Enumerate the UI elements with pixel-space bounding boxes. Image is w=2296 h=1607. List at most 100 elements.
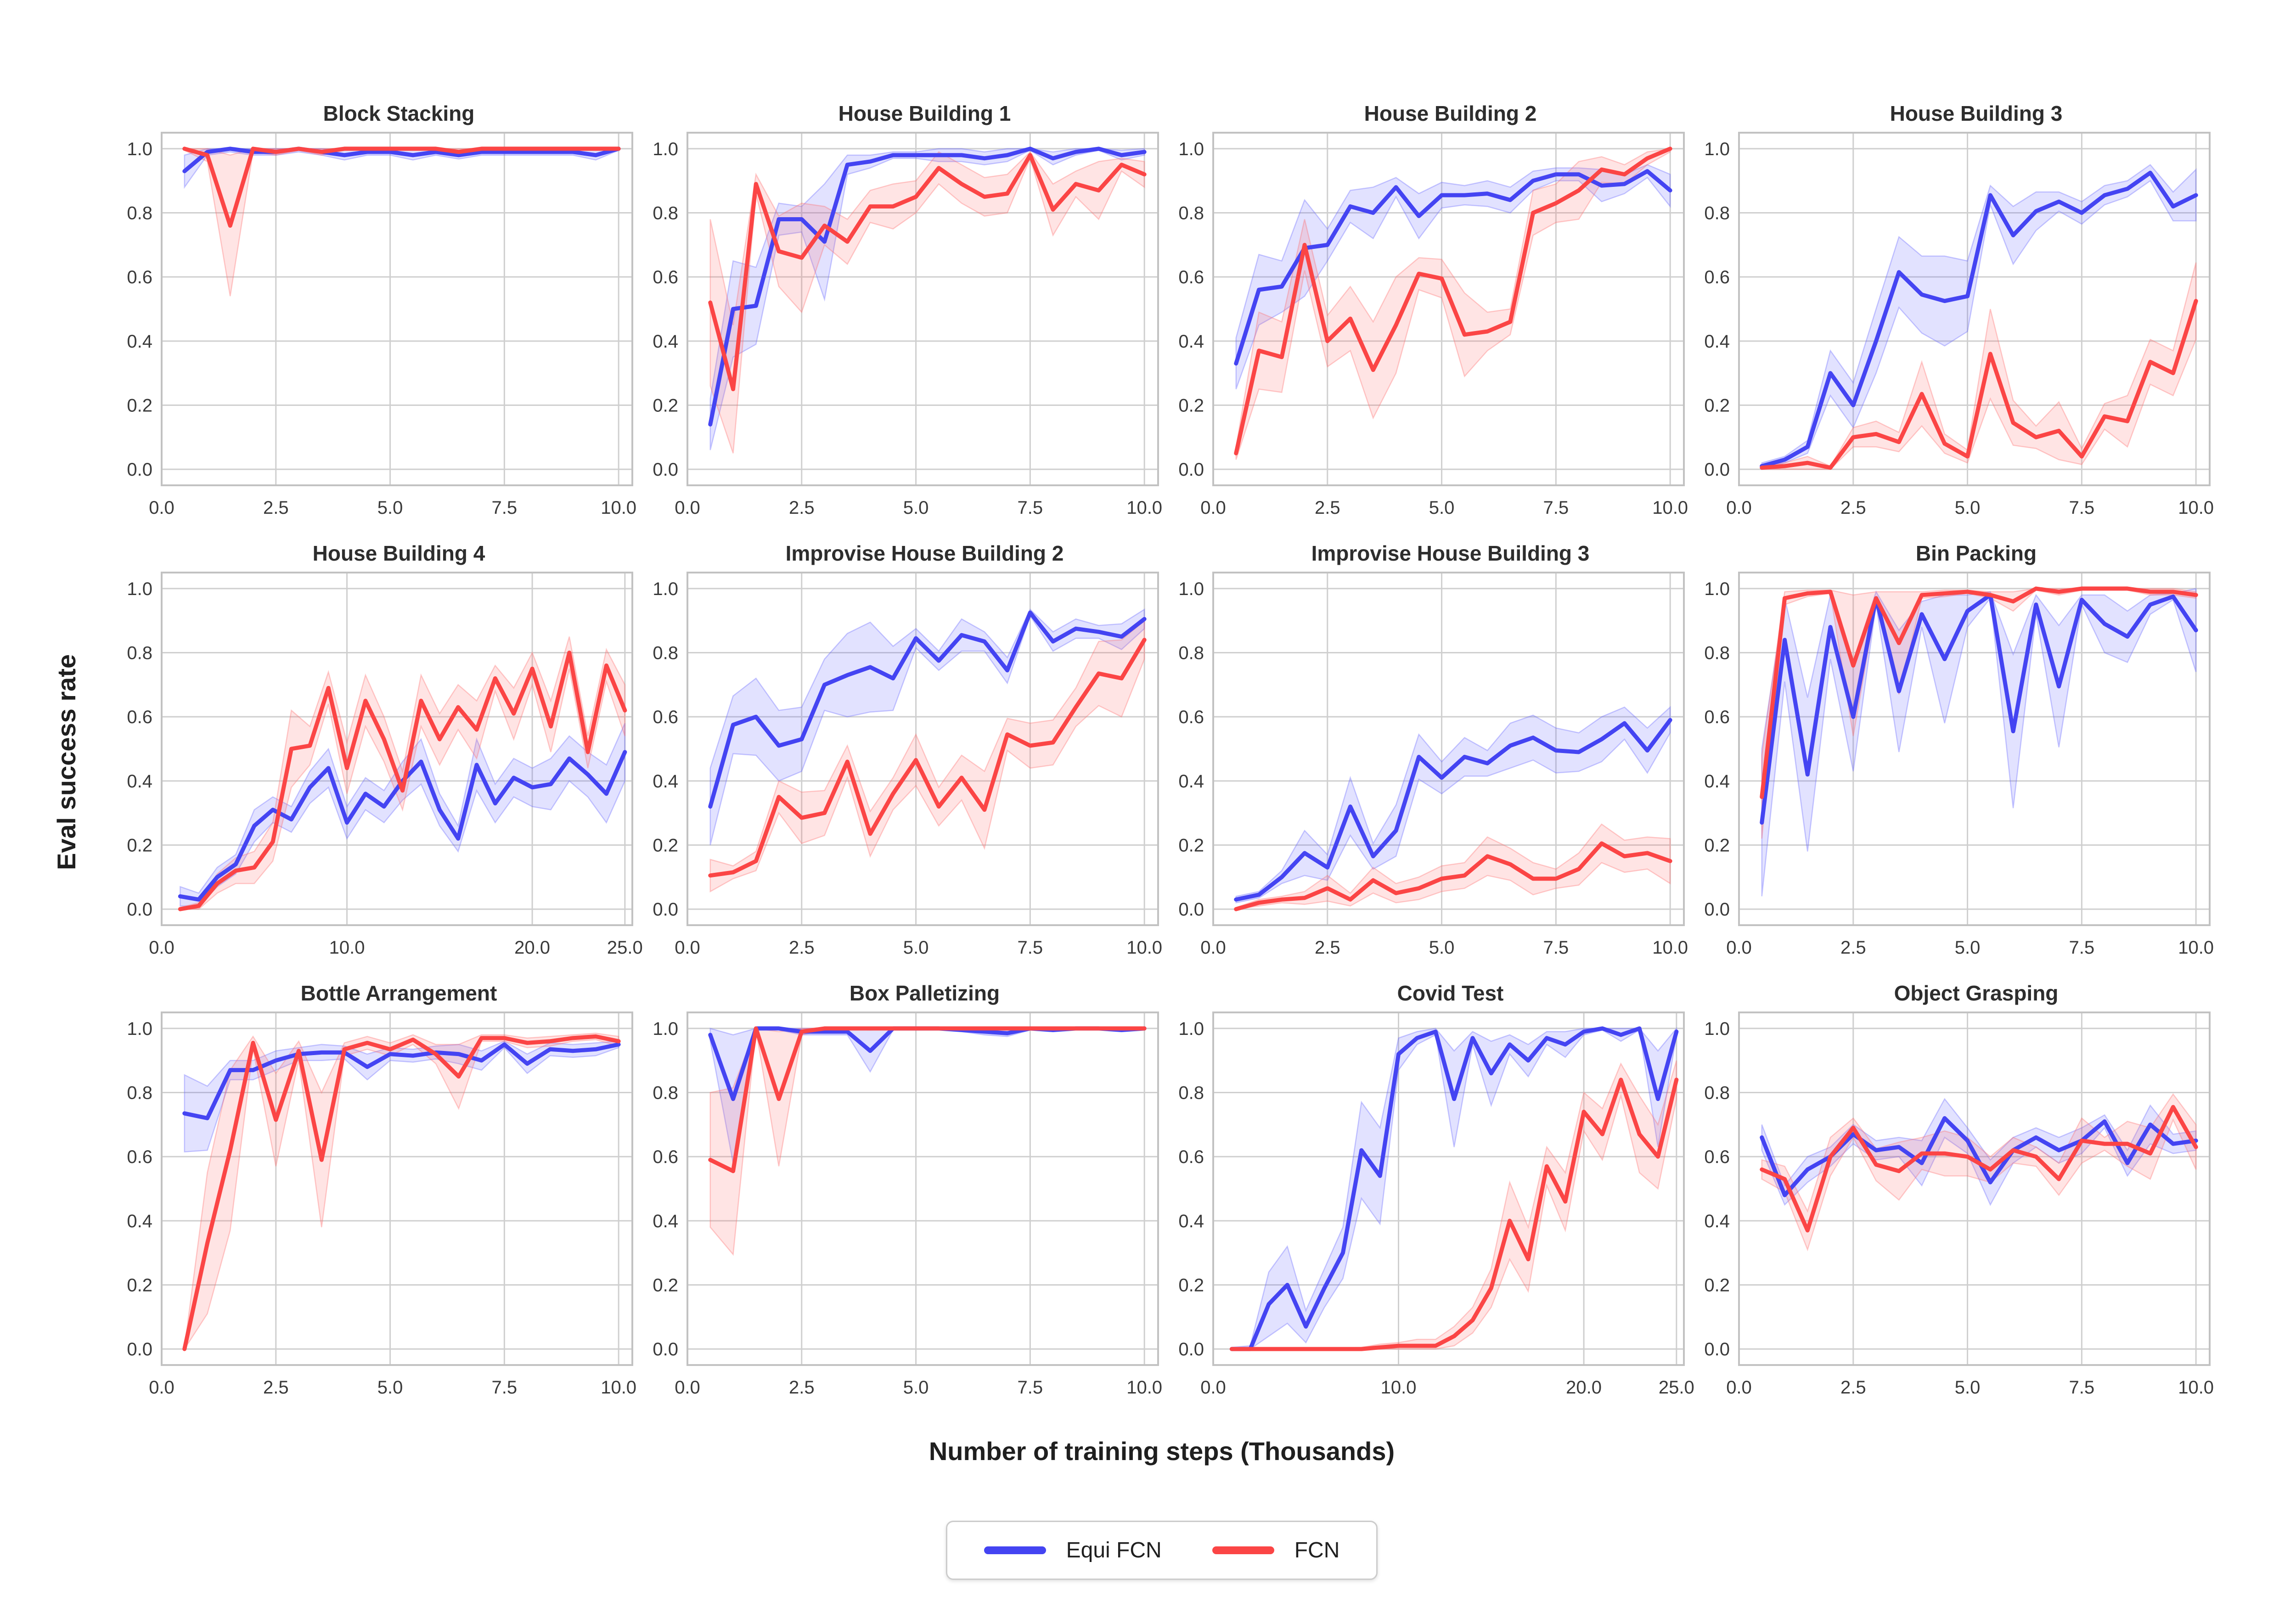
equi-fcn-line <box>1234 718 1672 902</box>
svg-text:0.0: 0.0 <box>127 1339 152 1360</box>
equi-fcn-line <box>182 1042 621 1120</box>
svg-text:0.0: 0.0 <box>1200 498 1226 518</box>
svg-text:10.0: 10.0 <box>329 938 365 958</box>
svg-text:10.0: 10.0 <box>2178 498 2214 518</box>
fcn-line <box>708 153 1147 392</box>
equi-fcn-line <box>1229 1026 1679 1351</box>
subplot-title: Box Palletizing <box>849 981 1000 1005</box>
tick-labels: 0.0 0.2 0.4 0.6 0.8 1.0 0.0 2.5 5.0 7.5 10.0 <box>1704 1019 2214 1398</box>
svg-text:0.8: 0.8 <box>1178 1083 1204 1103</box>
equi-fcn-line <box>1760 593 2198 825</box>
tick-labels: 0.0 0.2 0.4 0.6 0.8 1.0 0.0 2.5 5.0 7.5 10.0 <box>1704 579 2214 958</box>
axes-spines <box>161 1011 633 1366</box>
svg-text:5.0: 5.0 <box>1955 1377 1981 1398</box>
svg-text:0.6: 0.6 <box>653 707 678 727</box>
svg-text:0.6: 0.6 <box>1704 1147 1730 1167</box>
svg-text:0.2: 0.2 <box>653 835 678 855</box>
svg-text:0.4: 0.4 <box>1704 1211 1730 1231</box>
svg-text:1.0: 1.0 <box>127 1019 152 1039</box>
svg-text:0.6: 0.6 <box>1178 267 1204 287</box>
svg-text:0.0: 0.0 <box>1704 1339 1730 1360</box>
tick-labels: 0.0 0.2 0.4 0.6 0.8 1.0 0.0 2.5 5.0 7.5 10.0 <box>1704 139 2214 518</box>
tick-labels: 0.0 0.2 0.4 0.6 0.8 1.0 0.0 2.5 5.0 7.5 10.0 <box>653 579 1162 958</box>
legend-label-equi-fcn: Equi FCN <box>1066 1538 1162 1562</box>
subplot-grid: Block Stacking 0.0 0.2 0.4 0.6 0.8 1.0 0.0 2.5 5.… <box>110 99 2214 1418</box>
chart-canvas: 0.0 0.2 0.4 0.6 0.8 1.0 0.0 2.5 5.0 7.5 10.0 <box>1704 132 2214 518</box>
axes-spines <box>161 572 633 926</box>
svg-text:0.8: 0.8 <box>1704 1083 1730 1103</box>
svg-text:1.0: 1.0 <box>1704 579 1730 599</box>
svg-text:0.0: 0.0 <box>675 938 700 958</box>
tick-labels: 0.0 0.2 0.4 0.6 0.8 1.0 0.0 10.0 20.0 25.0 <box>127 579 642 958</box>
svg-text:2.5: 2.5 <box>1840 498 1866 518</box>
svg-text:0.0: 0.0 <box>1178 460 1204 480</box>
chart-canvas: 0.0 0.2 0.4 0.6 0.8 1.0 0.0 2.5 5.0 7.5 10.0 <box>653 132 1162 518</box>
svg-text:10.0: 10.0 <box>601 1377 636 1398</box>
fcn-line <box>182 1034 621 1351</box>
svg-text:0.0: 0.0 <box>149 1377 174 1398</box>
equi-fcn-band <box>180 723 626 907</box>
subplot-house-building-3: House Building 3 0.0 0.2 0.4 0.6 0.8 1.0 0.0 2.5… <box>1688 99 2214 539</box>
tick-labels: 0.0 0.2 0.4 0.6 0.8 1.0 0.0 2.5 5.0 7.5 10.0 <box>127 139 636 518</box>
svg-text:25.0: 25.0 <box>607 938 643 958</box>
svg-text:10.0: 10.0 <box>1126 498 1162 518</box>
svg-text:0.4: 0.4 <box>127 1211 152 1231</box>
svg-text:10.0: 10.0 <box>1652 938 1688 958</box>
svg-text:2.5: 2.5 <box>789 498 815 518</box>
svg-text:0.6: 0.6 <box>1178 1147 1204 1167</box>
svg-text:0.2: 0.2 <box>1178 395 1204 416</box>
svg-text:10.0: 10.0 <box>1652 498 1688 518</box>
svg-text:0.0: 0.0 <box>675 1377 700 1398</box>
equi-fcn-band <box>1761 1098 2197 1206</box>
svg-text:1.0: 1.0 <box>653 579 678 599</box>
fcn-line <box>178 651 627 911</box>
subplot-title: House Building 3 <box>1890 101 2063 125</box>
tick-labels: 0.0 0.2 0.4 0.6 0.8 1.0 0.0 2.5 5.0 7.5 10.0 <box>1178 139 1688 518</box>
svg-text:0.6: 0.6 <box>1178 707 1204 727</box>
svg-text:5.0: 5.0 <box>1955 938 1981 958</box>
svg-text:0.6: 0.6 <box>127 707 152 727</box>
chart-canvas: 0.0 0.2 0.4 0.6 0.8 1.0 0.0 2.5 5.0 7.5 10.0 <box>653 572 1162 958</box>
svg-text:7.5: 7.5 <box>1018 1377 1043 1398</box>
subplot-title: House Building 4 <box>312 541 485 565</box>
axes-spines <box>1212 1011 1685 1366</box>
equi-fcn-line <box>1760 170 2198 468</box>
equi-fcn-band <box>1235 706 1671 904</box>
svg-text:20.0: 20.0 <box>514 938 550 958</box>
svg-text:0.8: 0.8 <box>1704 643 1730 663</box>
subplot-improvise-house-building-2: Improvise House Building 2 0.0 0.2 0.4 0.6 0.… <box>636 539 1162 978</box>
legend-item-equi-fcn: Equi FCN <box>984 1538 1162 1563</box>
subplot-object-grasping: Object Grasping 0.0 0.2 0.4 0.6 0.8 1.0 0.0 2.5 5… <box>1688 978 2214 1418</box>
subplot-title: Bin Packing <box>1915 541 2037 565</box>
svg-text:10.0: 10.0 <box>1381 1377 1417 1398</box>
axes-spines <box>1738 132 2211 486</box>
svg-text:0.8: 0.8 <box>127 643 152 663</box>
svg-text:0.0: 0.0 <box>1200 1377 1226 1398</box>
svg-text:7.5: 7.5 <box>1018 938 1043 958</box>
svg-text:5.0: 5.0 <box>903 938 929 958</box>
svg-text:0.2: 0.2 <box>127 1275 152 1295</box>
svg-text:0.0: 0.0 <box>653 460 678 480</box>
svg-text:0.8: 0.8 <box>653 203 678 224</box>
subplot-bottle-arrangement: Bottle Arrangement 0.0 0.2 0.4 0.6 0.8 1.0 0.0 2… <box>110 978 636 1418</box>
svg-text:0.6: 0.6 <box>127 267 152 287</box>
subplot-bin-packing: Bin Packing 0.0 0.2 0.4 0.6 0.8 1.0 0.0 2.5 5.0 7.… <box>1688 539 2214 978</box>
svg-text:0.0: 0.0 <box>653 899 678 920</box>
svg-text:0.4: 0.4 <box>1704 332 1730 352</box>
svg-text:0.2: 0.2 <box>1178 835 1204 855</box>
svg-text:0.4: 0.4 <box>127 771 152 792</box>
svg-text:0.0: 0.0 <box>1726 1377 1752 1398</box>
svg-text:1.0: 1.0 <box>1704 1019 1730 1039</box>
fcn-line-swatch <box>1212 1546 1274 1554</box>
svg-text:7.5: 7.5 <box>2069 498 2095 518</box>
svg-text:7.5: 7.5 <box>1018 498 1043 518</box>
subplot-title: House Building 1 <box>838 101 1011 125</box>
svg-text:2.5: 2.5 <box>1840 938 1866 958</box>
svg-text:0.0: 0.0 <box>1726 938 1752 958</box>
equi-fcn-line <box>708 610 1147 809</box>
svg-text:1.0: 1.0 <box>1178 579 1204 599</box>
svg-text:2.5: 2.5 <box>789 938 815 958</box>
svg-text:0.8: 0.8 <box>1704 203 1730 224</box>
svg-text:20.0: 20.0 <box>1566 1377 1602 1398</box>
